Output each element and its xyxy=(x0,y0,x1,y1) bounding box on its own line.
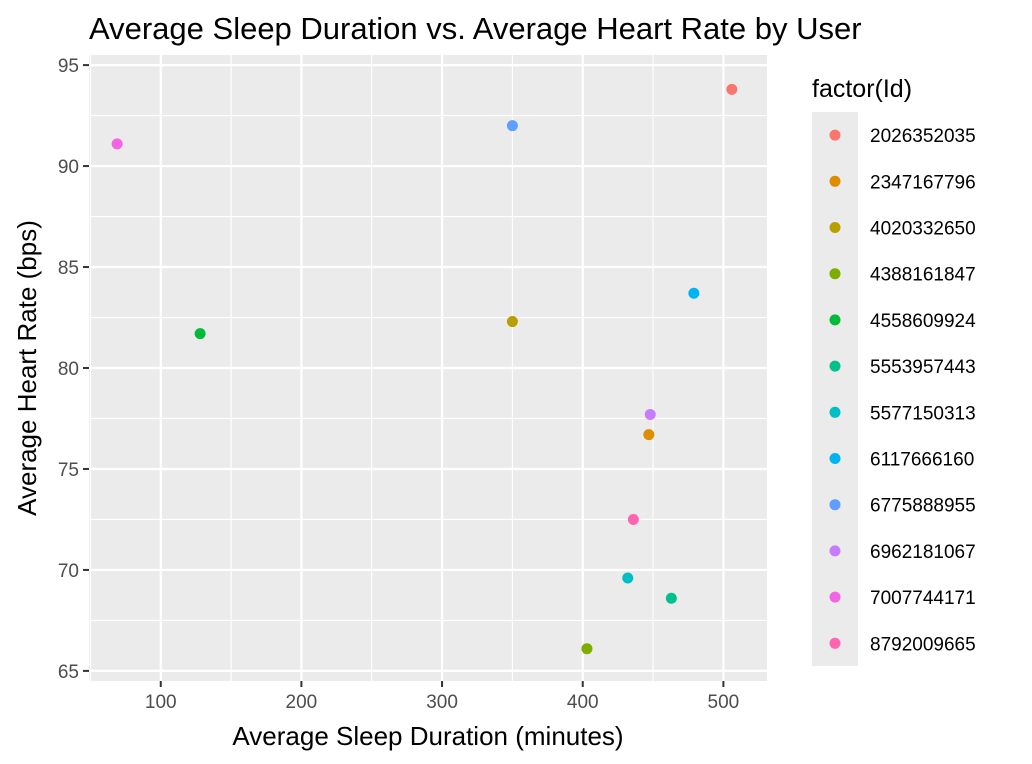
legend-key-6962181067 xyxy=(829,545,841,557)
legend-label: 6962181067 xyxy=(870,542,976,563)
chart-title: Average Sleep Duration vs. Average Heart… xyxy=(89,11,862,46)
legend-key-6117666160 xyxy=(829,453,841,464)
x-axis: 100 200 300 400 500 xyxy=(145,681,739,713)
legend-key-7007744171 xyxy=(829,591,841,603)
data-point-8792009665 xyxy=(627,513,639,525)
x-tick-label: 500 xyxy=(708,692,740,713)
y-tick-label: 85 xyxy=(58,258,79,279)
legend-key-2026352035 xyxy=(829,129,841,141)
data-point-6775888955 xyxy=(506,120,518,132)
legend-label: 6775888955 xyxy=(870,496,976,517)
data-point-5577150313 xyxy=(622,572,634,584)
data-point-4558609924 xyxy=(194,328,206,340)
legend-key-4558609924 xyxy=(829,314,841,326)
legend: factor(Id) 2026352035 2347167796 402033265… xyxy=(812,75,976,666)
x-tick-label: 100 xyxy=(145,692,177,713)
y-axis: 65 70 75 80 85 90 95 xyxy=(58,56,89,683)
data-point-2347167796 xyxy=(643,429,655,441)
legend-key-4388161847 xyxy=(829,268,841,280)
data-point-2026352035 xyxy=(726,83,738,95)
legend-label: 2026352035 xyxy=(870,126,976,147)
legend-title: factor(Id) xyxy=(812,75,912,103)
legend-key-4020332650 xyxy=(829,222,841,233)
legend-label: 6117666160 xyxy=(870,450,974,471)
x-axis-title: Average Sleep Duration (minutes) xyxy=(232,721,623,751)
y-tick-label: 65 xyxy=(58,662,79,683)
legend-label: 5553957443 xyxy=(870,357,976,378)
legend-label: 4388161847 xyxy=(870,265,976,286)
data-point-4020332650 xyxy=(506,316,518,328)
legend-key-5577150313 xyxy=(829,406,841,418)
y-tick-label: 80 xyxy=(58,359,79,380)
legend-key-6775888955 xyxy=(829,499,841,511)
legend-key-background xyxy=(812,112,858,666)
legend-label: 5577150313 xyxy=(870,403,976,424)
y-tick-label: 95 xyxy=(58,56,79,77)
legend-key-5553957443 xyxy=(829,360,841,372)
data-points xyxy=(111,83,738,655)
legend-label: 4020332650 xyxy=(870,219,976,240)
legend-label: 2347167796 xyxy=(870,172,976,193)
legend-label: 7007744171 xyxy=(870,588,976,609)
data-point-7007744171 xyxy=(111,138,123,150)
y-tick-label: 75 xyxy=(58,460,79,481)
x-tick-label: 400 xyxy=(567,692,599,713)
legend-items: 2026352035 2347167796 4020332650 4388161847… xyxy=(829,126,976,655)
data-point-5553957443 xyxy=(665,592,677,604)
data-point-4388161847 xyxy=(581,643,593,655)
y-tick-label: 90 xyxy=(58,157,79,178)
x-tick-label: 300 xyxy=(426,692,458,713)
y-tick-label: 70 xyxy=(58,561,79,582)
data-point-6962181067 xyxy=(644,408,656,420)
y-axis-title: Average Heart Rate (bps) xyxy=(12,220,42,516)
x-tick-label: 200 xyxy=(286,692,318,713)
major-gridlines xyxy=(89,55,767,681)
legend-label: 8792009665 xyxy=(870,634,976,655)
legend-key-2347167796 xyxy=(829,175,841,187)
legend-label: 4558609924 xyxy=(870,311,976,332)
legend-key-8792009665 xyxy=(829,637,841,649)
data-point-6117666160 xyxy=(688,287,700,299)
